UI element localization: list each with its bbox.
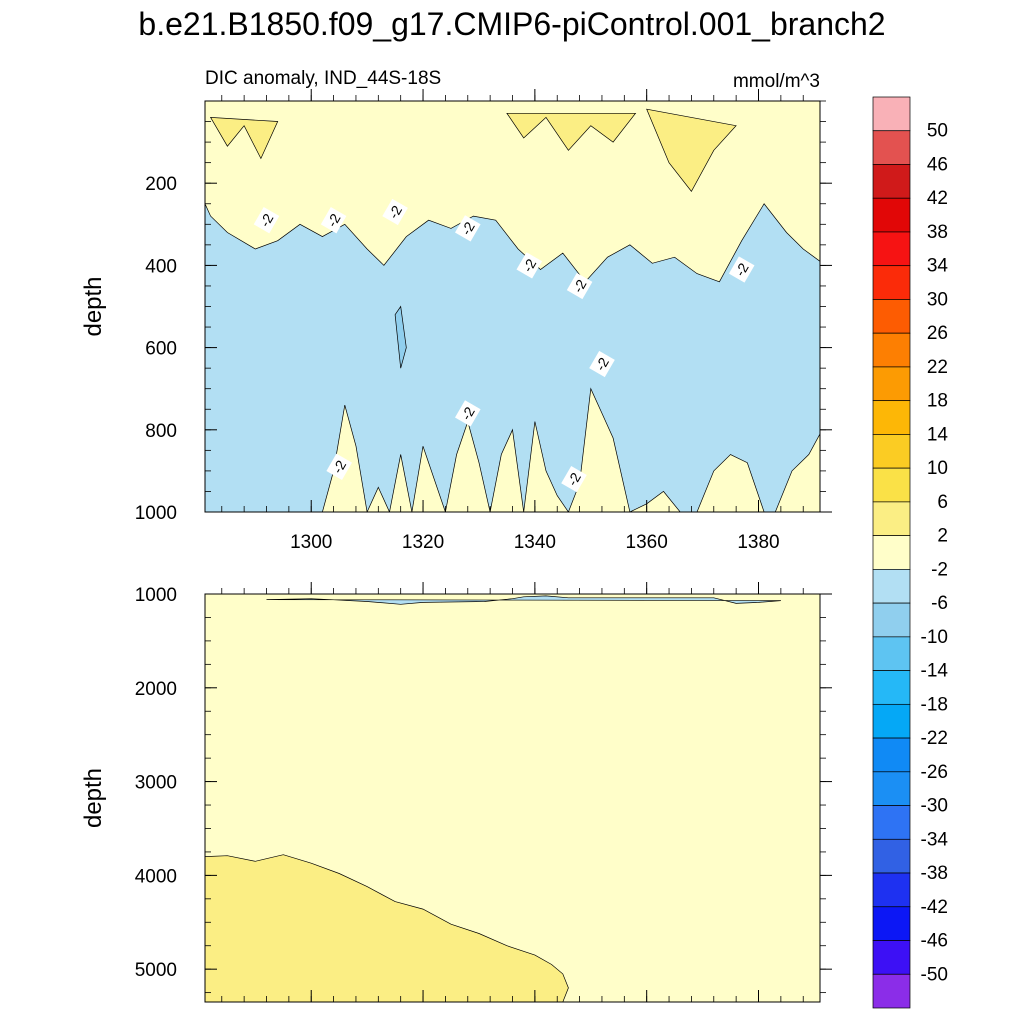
- contour-label: -2: [326, 453, 352, 480]
- colorbar-swatch: [872, 805, 911, 840]
- contour-label: -2: [516, 252, 543, 279]
- colorbar-swatch: [872, 973, 911, 1009]
- contour-label: -2: [566, 272, 593, 300]
- y-tick-label: 400: [145, 256, 177, 277]
- colorbar-swatch: [872, 366, 911, 402]
- contour-label: -2: [253, 207, 280, 234]
- colorbar-label: 38: [927, 222, 948, 243]
- colorbar-label: 6: [937, 492, 948, 513]
- y-axis-label: depth: [80, 768, 107, 828]
- contour-label: -2: [455, 215, 481, 242]
- y-tick-label: 1000: [135, 503, 177, 524]
- y-tick-label: 1000: [135, 585, 177, 606]
- colorbar-swatch: [872, 940, 911, 975]
- colorbar-swatch: [872, 872, 911, 908]
- contour-label: -2: [382, 198, 408, 226]
- y-tick-label: 2000: [135, 679, 177, 700]
- contour-label: -2: [561, 465, 587, 493]
- colorbar-label: -34: [921, 829, 949, 850]
- colorbar-swatch: [872, 96, 911, 132]
- colorbar-label: -18: [921, 694, 948, 715]
- colorbar-label: 22: [927, 357, 948, 378]
- colorbar-swatch: [872, 231, 911, 267]
- colorbar-label: 26: [927, 323, 948, 344]
- colorbar-swatch: [872, 737, 911, 773]
- colorbar-swatch: [872, 569, 911, 604]
- colorbar-swatch: [872, 771, 911, 806]
- x-tick-label: 1320: [402, 532, 444, 553]
- y-tick-label: 800: [145, 421, 177, 442]
- contour-label: -2: [728, 256, 755, 283]
- lower-panel: 1000 2000 3000 4000 5000 depth: [80, 582, 832, 1003]
- colorbar-swatch: [872, 670, 911, 705]
- colorbar-swatch: [872, 400, 911, 435]
- colorbar-swatch: [872, 299, 911, 334]
- upper-contour-region: [209, 117, 279, 160]
- lower-contour-region: [205, 854, 569, 1002]
- colorbar-label: -46: [921, 931, 948, 952]
- colorbar-label: -2: [931, 559, 948, 580]
- colorbar-swatch: [872, 265, 911, 300]
- upper-contour-region: [506, 112, 637, 151]
- lower-contour-region: [266, 595, 781, 605]
- y-tick-label: 4000: [135, 866, 177, 887]
- colorbar-label: -14: [921, 661, 949, 682]
- main-title: b.e21.B1850.f09_g17.CMIP6-piControl.001_…: [138, 6, 885, 42]
- colorbar: 50 46 42 38 34 30 26 22 18 14 10 6 2 -2 -6 -10 -14 -18 -22…: [872, 96, 949, 1009]
- colorbar-label: 14: [927, 424, 949, 445]
- y-axis-label: depth: [80, 276, 107, 336]
- x-tick-label: 1360: [626, 532, 668, 553]
- upper-contour-region: [646, 108, 737, 193]
- x-tick-label: 1380: [737, 532, 779, 553]
- lower-plot-area: [205, 594, 820, 1002]
- colorbar-swatch: [872, 703, 911, 739]
- colorbar-label: 2: [937, 526, 948, 547]
- panel-subtitle: DIC anomaly, IND_44S-18S: [205, 68, 441, 89]
- colorbar-swatch: [872, 906, 911, 941]
- upper-contour-region: [394, 305, 407, 369]
- colorbar-swatch: [872, 501, 911, 536]
- colorbar-swatch: [872, 535, 911, 570]
- colorbar-label: -42: [921, 897, 948, 918]
- colorbar-label: 10: [927, 458, 948, 479]
- colorbar-label: 46: [927, 154, 948, 175]
- colorbar-label: -38: [921, 863, 948, 884]
- colorbar-label: 42: [927, 188, 948, 209]
- colorbar-swatch: [872, 197, 911, 233]
- colorbar-swatch: [872, 130, 911, 165]
- y-tick-label: 3000: [135, 773, 177, 794]
- colorbar-swatch: [872, 838, 911, 874]
- colorbar-label: 50: [927, 121, 948, 142]
- colorbar-swatch: [872, 434, 911, 469]
- upper-plot-area: -2 -2 -2 -2 -2 -2 -2 -2 -2 -2 -2: [205, 101, 820, 512]
- colorbar-label: 30: [927, 289, 948, 310]
- x-tick-label: 1340: [514, 532, 556, 553]
- colorbar-label: -30: [921, 796, 948, 817]
- colorbar-label: 18: [927, 391, 948, 412]
- units-label: mmol/m^3: [733, 71, 820, 92]
- colorbar-swatch: [872, 467, 911, 503]
- contour-label: -2: [455, 400, 481, 427]
- contour-label: -2: [589, 350, 615, 378]
- colorbar-swatch: [872, 332, 911, 368]
- colorbar-label: -22: [921, 728, 948, 749]
- y-tick-label: 600: [145, 339, 177, 360]
- colorbar-swatch: [872, 636, 911, 671]
- colorbar-label: -50: [921, 964, 948, 985]
- colorbar-label: -6: [931, 593, 948, 614]
- y-tick-label: 5000: [135, 960, 177, 981]
- colorbar-label: 34: [927, 256, 949, 277]
- y-tick-label: 200: [145, 174, 177, 195]
- colorbar-label: -10: [921, 627, 948, 648]
- colorbar-label: -26: [921, 762, 948, 783]
- upper-panel: -2 -2 -2 -2 -2 -2 -2 -2 -2 -2 -2 200 400 600 800 1000 13…: [80, 89, 832, 553]
- contour-label: -2: [320, 207, 347, 234]
- colorbar-swatch: [872, 164, 911, 199]
- x-tick-label: 1300: [290, 532, 332, 553]
- colorbar-swatch: [872, 602, 911, 638]
